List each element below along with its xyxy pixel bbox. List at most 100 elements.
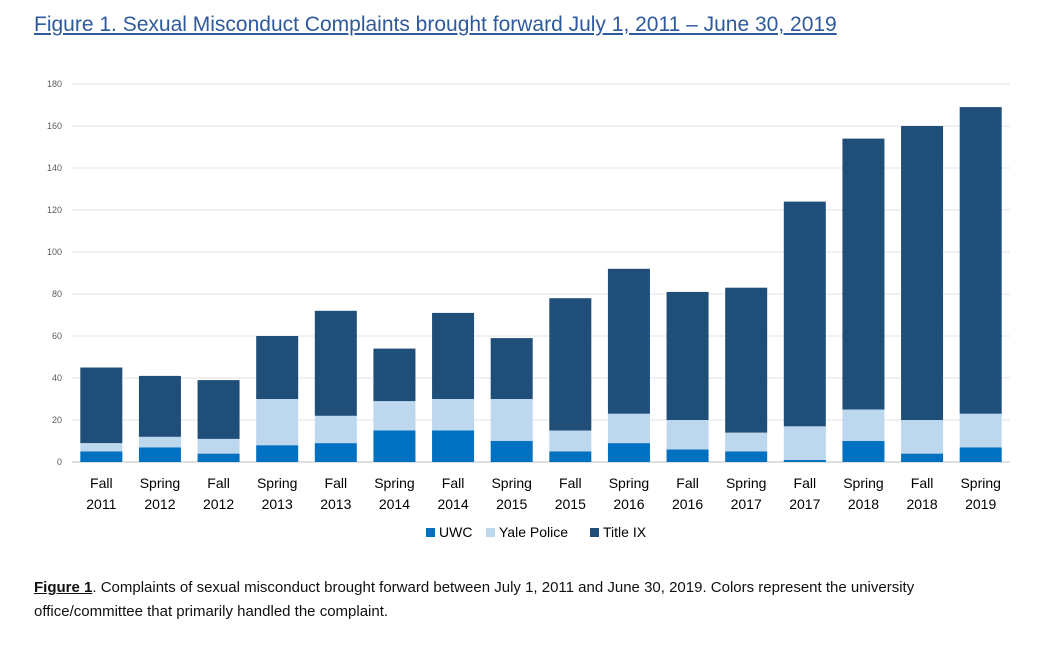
bar-segment-uwc <box>725 451 768 462</box>
x-tick-label-term: Fall <box>325 475 348 491</box>
y-tick-label: 100 <box>47 247 62 257</box>
bar-segment-title-ix <box>666 291 709 420</box>
bar-segment-yale-police <box>490 399 533 441</box>
bar-segment-yale-police <box>842 409 885 441</box>
bar-segment-yale-police <box>197 438 240 454</box>
legend-swatch-title-ix <box>590 528 599 537</box>
bar-segment-uwc <box>432 430 475 462</box>
bar-segment-title-ix <box>842 138 885 410</box>
stacked-bar-chart: 0 20 40 60 80 100 120 140 160 180 Fall 2011 Spring 2… <box>47 79 1010 540</box>
x-tick-label-year: 2017 <box>789 496 820 512</box>
x-tick-label-year: 2012 <box>144 496 175 512</box>
bar-segment-yale-police <box>959 413 1002 448</box>
bars <box>80 107 1002 462</box>
bar-segment-uwc <box>256 445 299 462</box>
legend-label-title-ix: Title IX <box>603 524 647 540</box>
bar-segment-title-ix <box>549 298 592 431</box>
y-tick-label: 180 <box>47 79 62 89</box>
bar-segment-uwc <box>197 453 240 462</box>
bar-segment-title-ix <box>725 287 768 433</box>
x-tick-label-term: Fall <box>90 475 113 491</box>
x-tick-label-year: 2015 <box>555 496 586 512</box>
x-tick-label-term: Spring <box>140 475 180 491</box>
x-tick-label-year: 2013 <box>262 496 293 512</box>
y-tick-label: 20 <box>52 415 62 425</box>
legend-label-yale-police: Yale Police <box>499 524 568 540</box>
caption-text: . Complaints of sexual misconduct brough… <box>34 579 915 620</box>
bar-segment-uwc <box>138 447 181 462</box>
legend-swatch-uwc <box>426 528 435 537</box>
bar-segment-title-ix <box>901 126 944 420</box>
x-tick-label-term: Spring <box>609 475 649 491</box>
x-tick-label-year: 2014 <box>379 496 410 512</box>
bar-segment-title-ix <box>432 312 475 399</box>
bar-segment-yale-police <box>725 432 768 452</box>
figure-title: Figure 1. Sexual Misconduct Complaints b… <box>34 13 837 36</box>
bar-segment-uwc <box>80 451 123 462</box>
x-tick-label-year: 2016 <box>613 496 644 512</box>
x-tick-label-year: 2011 <box>86 496 116 512</box>
y-tick-label: 140 <box>47 163 62 173</box>
bar-segment-uwc <box>549 451 592 462</box>
bar-segment-uwc <box>783 459 826 462</box>
x-tick-label-term: Fall <box>794 475 817 491</box>
x-tick-label-term: Spring <box>960 475 1000 491</box>
bar-segment-uwc <box>490 441 533 462</box>
x-tick-label-year: 2017 <box>731 496 762 512</box>
bar-segment-uwc <box>607 443 650 462</box>
bar-segment-yale-police <box>901 420 944 454</box>
y-tick-label: 0 <box>57 457 62 467</box>
y-tick-label: 160 <box>47 121 62 131</box>
bar-segment-title-ix <box>138 375 181 437</box>
bar-segment-title-ix <box>959 107 1002 414</box>
bar-segment-title-ix <box>783 201 826 427</box>
bar-segment-yale-police <box>373 401 416 431</box>
bar-segment-uwc <box>842 441 885 462</box>
legend-swatch-yale-police <box>486 528 495 537</box>
x-tick-label-term: Spring <box>257 475 297 491</box>
x-tick-label-term: Spring <box>491 475 531 491</box>
bar-segment-yale-police <box>549 430 592 452</box>
y-tick-label: 80 <box>52 289 62 299</box>
bar-segment-uwc <box>666 449 709 462</box>
x-tick-label-year: 2019 <box>965 496 996 512</box>
x-tick-label-year: 2015 <box>496 496 527 512</box>
bar-segment-yale-police <box>138 436 181 448</box>
x-tick-label-year: 2012 <box>203 496 234 512</box>
legend-label-uwc: UWC <box>439 524 472 540</box>
x-tick-label-term: Spring <box>843 475 883 491</box>
x-tick-label-year: 2018 <box>848 496 879 512</box>
bar-segment-yale-police <box>80 443 123 452</box>
caption-lead: Figure 1 <box>34 579 93 596</box>
bar-segment-yale-police <box>607 413 650 444</box>
x-tick-label-term: Fall <box>676 475 699 491</box>
bar-segment-uwc <box>959 447 1002 462</box>
bar-segment-uwc <box>314 443 357 462</box>
bar-segment-yale-police <box>314 415 357 444</box>
x-tick-label-year: 2014 <box>437 496 468 512</box>
bar-segment-yale-police <box>256 399 299 446</box>
x-tick-label-year: 2018 <box>906 496 937 512</box>
y-tick-label: 60 <box>52 331 62 341</box>
y-tick-label: 120 <box>47 205 62 215</box>
bar-segment-yale-police <box>783 426 826 460</box>
y-tick-label: 40 <box>52 373 62 383</box>
bar-segment-title-ix <box>256 336 299 399</box>
bar-segment-title-ix <box>314 310 357 416</box>
bar-segment-title-ix <box>607 268 650 414</box>
x-tick-label-year: 2016 <box>672 496 703 512</box>
y-axis-ticks: 0 20 40 60 80 100 120 140 160 180 <box>47 79 62 467</box>
bar-segment-yale-police <box>666 420 709 450</box>
bar-segment-title-ix <box>373 348 416 402</box>
x-axis-ticks: Fall 2011 Spring 2012 Fall 2012 Spring 2013 Fall… <box>86 475 1001 512</box>
figure-caption: Figure 1. Complaints of sexual misconduc… <box>34 576 1024 624</box>
x-tick-label-term: Fall <box>911 475 934 491</box>
bar-segment-uwc <box>373 430 416 462</box>
x-tick-label-term: Fall <box>559 475 582 491</box>
bar-segment-uwc <box>901 453 944 462</box>
bar-segment-title-ix <box>490 338 533 399</box>
x-tick-label-term: Spring <box>726 475 766 491</box>
legend: UWC Yale Police Title IX <box>426 524 647 540</box>
x-tick-label-term: Spring <box>374 475 414 491</box>
x-tick-label-year: 2013 <box>320 496 351 512</box>
